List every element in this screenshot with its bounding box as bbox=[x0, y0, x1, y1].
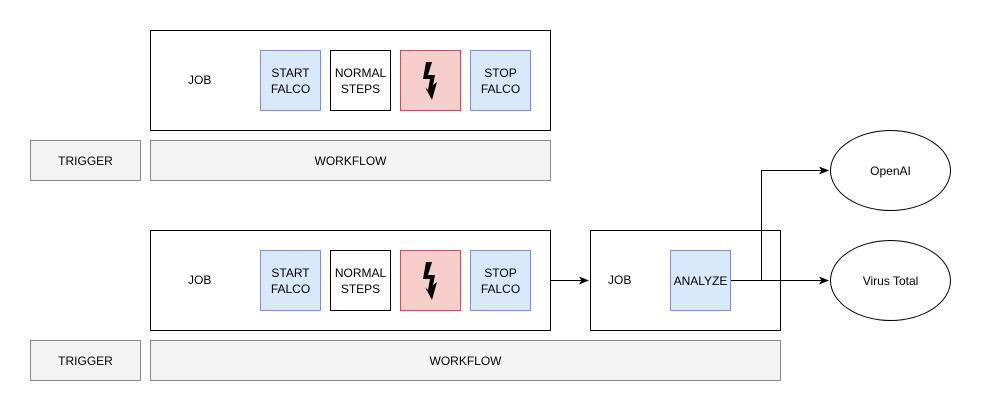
top-workflow-bar: WORKFLOW bbox=[150, 140, 551, 181]
top-trigger-bar: TRIGGER bbox=[30, 140, 141, 181]
bottom-job-label: JOB bbox=[188, 273, 212, 287]
bottom-normal-steps-step: NORMAL STEPS bbox=[330, 250, 391, 311]
top-job-label: JOB bbox=[188, 73, 212, 87]
lightning-icon bbox=[423, 62, 437, 100]
top-alert-step bbox=[400, 50, 461, 111]
lightning-icon bbox=[423, 262, 437, 300]
bottom-stop-falco-step: STOP FALCO bbox=[470, 250, 531, 311]
virustotal-node: Virus Total bbox=[830, 240, 951, 321]
analyze-job-label: JOB bbox=[608, 273, 632, 287]
top-stop-falco-step: STOP FALCO bbox=[470, 50, 531, 111]
top-start-falco-step: START FALCO bbox=[260, 50, 321, 111]
analyze-step: ANALYZE bbox=[670, 250, 731, 311]
bottom-workflow-bar: WORKFLOW bbox=[150, 340, 781, 381]
top-normal-steps-step: NORMAL STEPS bbox=[330, 50, 391, 111]
bottom-start-falco-step: START FALCO bbox=[260, 250, 321, 311]
bottom-trigger-bar: TRIGGER bbox=[30, 340, 141, 381]
openai-node: OpenAI bbox=[830, 130, 951, 211]
bottom-alert-step bbox=[400, 250, 461, 311]
